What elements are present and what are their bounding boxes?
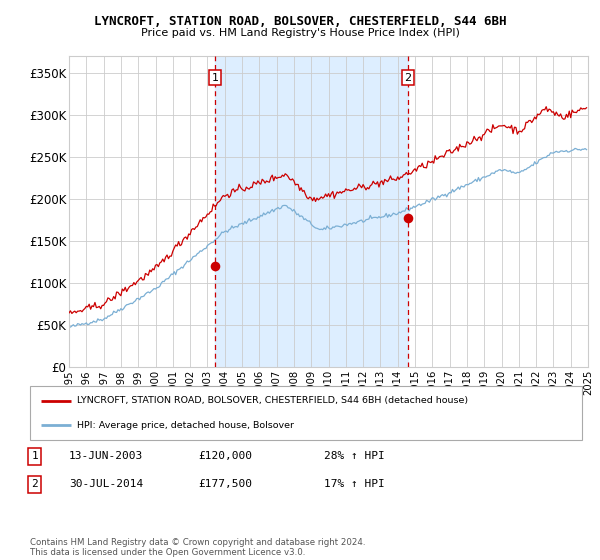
Text: 13-JUN-2003: 13-JUN-2003	[69, 451, 143, 461]
Text: 17% ↑ HPI: 17% ↑ HPI	[324, 479, 385, 489]
Text: 2: 2	[404, 73, 411, 83]
Point	[211, 262, 220, 270]
Text: £120,000: £120,000	[198, 451, 252, 461]
Text: LYNCROFT, STATION ROAD, BOLSOVER, CHESTERFIELD, S44 6BH (detached house): LYNCROFT, STATION ROAD, BOLSOVER, CHESTE…	[77, 396, 468, 405]
Text: 2: 2	[31, 479, 38, 489]
Text: 30-JUL-2014: 30-JUL-2014	[69, 479, 143, 489]
Bar	[215, 56, 408, 367]
Text: Contains HM Land Registry data © Crown copyright and database right 2024.
This d: Contains HM Land Registry data © Crown c…	[30, 538, 365, 557]
Text: £177,500: £177,500	[198, 479, 252, 489]
Text: HPI: Average price, detached house, Bolsover: HPI: Average price, detached house, Bols…	[77, 421, 294, 430]
Text: 1: 1	[31, 451, 38, 461]
Text: LYNCROFT, STATION ROAD, BOLSOVER, CHESTERFIELD, S44 6BH: LYNCROFT, STATION ROAD, BOLSOVER, CHESTE…	[94, 15, 506, 27]
Text: 1: 1	[212, 73, 218, 83]
Point	[403, 213, 413, 222]
FancyBboxPatch shape	[30, 386, 582, 440]
Text: 28% ↑ HPI: 28% ↑ HPI	[324, 451, 385, 461]
Text: Price paid vs. HM Land Registry's House Price Index (HPI): Price paid vs. HM Land Registry's House …	[140, 28, 460, 38]
